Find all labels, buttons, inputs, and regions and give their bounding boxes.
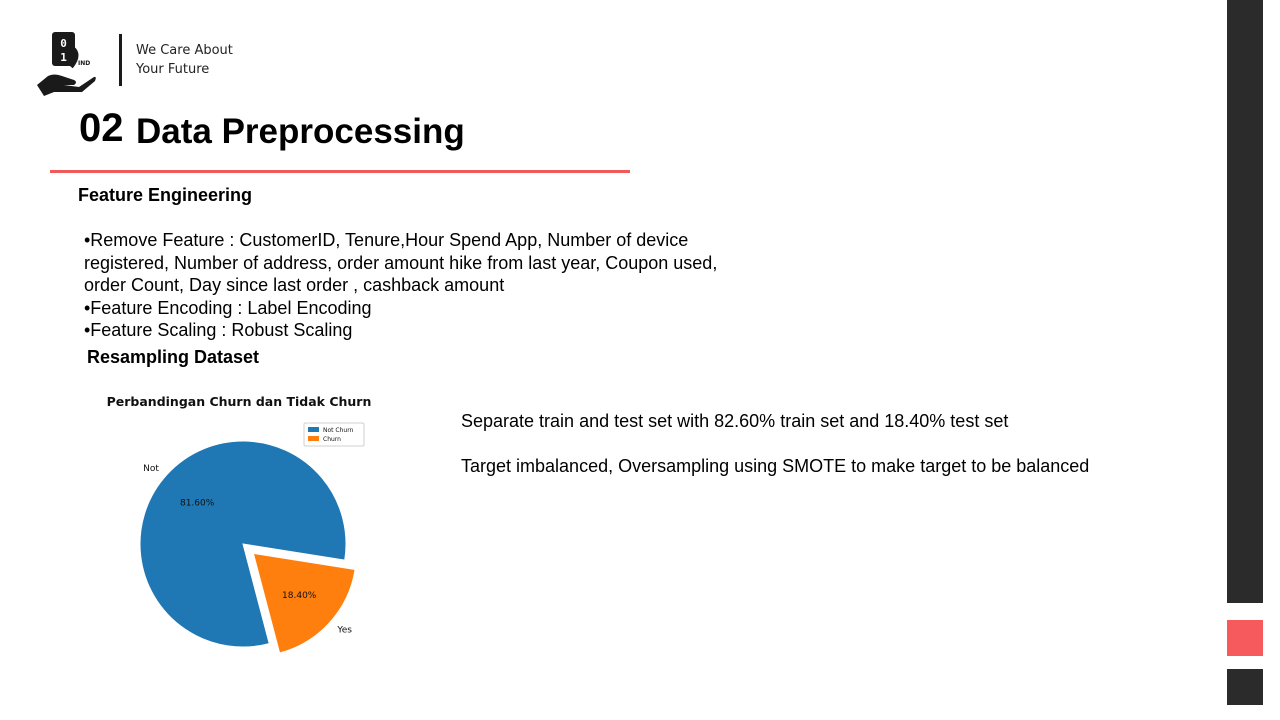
smote-note: Target imbalanced, Oversampling using SM… (461, 456, 1090, 476)
pie-value-label: 81.60% (180, 499, 215, 509)
list-item: •Feature Scaling : Robust Scaling (84, 320, 353, 340)
logo-badge (52, 32, 75, 66)
train-test-note: Separate train and test set with 82.60% … (461, 411, 1009, 431)
chart-title: Perbandingan Churn dan Tidak Churn (107, 394, 372, 409)
page-title: Data Preprocessing (136, 112, 465, 151)
slide-number: 02 (79, 106, 124, 150)
pie-category-label: Not (143, 464, 159, 474)
pie-slice-yes (252, 552, 356, 654)
logo-wordmark: IND (78, 60, 90, 67)
svg-text:1: 1 (60, 51, 67, 64)
resampling-heading: Resampling Dataset (87, 347, 260, 367)
pie-slice-not (139, 440, 347, 648)
tagline-line2: Your Future (136, 62, 210, 77)
hand-icon (37, 74, 96, 96)
bind-logo: 0 1 IND (37, 32, 96, 96)
churn-pie-chart: Perbandingan Churn dan Tidak Churn 81.60… (107, 394, 372, 654)
logo-divider (119, 34, 122, 86)
feature-engineering-list: •Remove Feature : CustomerID, Tenure,Hou… (84, 229, 764, 342)
pie-category-label: Yes (336, 625, 352, 635)
list-item: •Remove Feature : CustomerID, Tenure,Hou… (84, 230, 689, 250)
tagline-line1: We Care About (136, 43, 233, 58)
feature-engineering-heading: Feature Engineering (78, 185, 253, 205)
svg-text:0: 0 (60, 37, 67, 50)
legend-label: Churn (323, 436, 341, 443)
legend-label: Not Churn (323, 427, 354, 434)
list-item: registered, Number of address, order amo… (84, 252, 718, 273)
decorative-bar-dark (1227, 0, 1263, 603)
list-item: order Count, Day since last order , cash… (84, 275, 505, 295)
legend-swatch (308, 436, 319, 441)
list-item: •Feature Encoding : Label Encoding (84, 297, 372, 318)
legend-swatch (308, 427, 319, 432)
decorative-square-dark (1227, 669, 1263, 705)
title-underline (50, 170, 630, 173)
decorative-square-red (1227, 620, 1263, 656)
tagline: We Care About Your Future (136, 41, 233, 79)
pie-value-label: 18.40% (282, 591, 317, 601)
chart-legend: Not Churn Churn (303, 422, 365, 447)
